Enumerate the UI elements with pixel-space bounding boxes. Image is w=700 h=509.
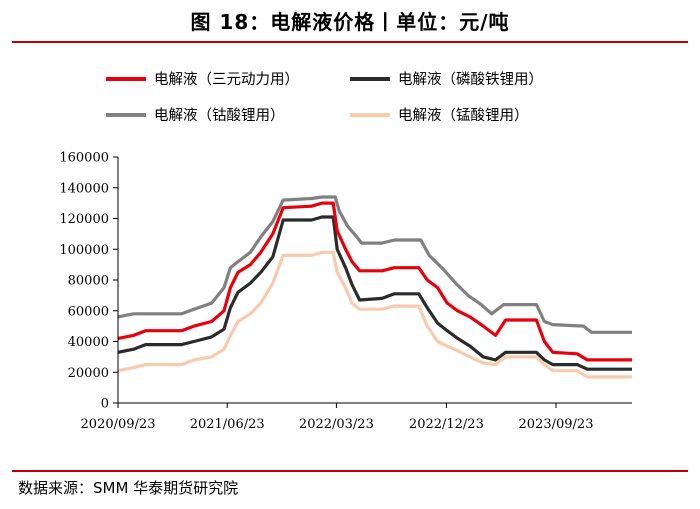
- chart-legend: 电解液（三元动力用） 电解液（磷酸铁锂用） 电解液（钴酸锂用） 电解液（锰酸锂用…: [0, 60, 700, 130]
- x-tick-label: 2020/09/23: [81, 417, 156, 432]
- title-divider: [12, 41, 688, 43]
- y-tick-label: 100000: [59, 243, 109, 258]
- y-tick-label: 160000: [59, 151, 109, 166]
- series-line-lmo: [117, 250, 632, 379]
- y-tick-label: 60000: [68, 304, 109, 319]
- legend-swatch-ternary: [106, 76, 146, 81]
- y-tick-label: 0: [101, 397, 109, 412]
- x-axis-ticks: 2020/09/23 2021/06/23 2022/03/23 2022/12/23…: [81, 403, 594, 432]
- legend-item-lmo: 电解液（锰酸锂用）: [350, 104, 529, 125]
- y-axis-ticks: 0 20000 40000 60000 80000 100000 120000 140000 1…: [59, 151, 118, 412]
- legend-swatch-lmo: [350, 112, 390, 117]
- y-tick-label: 140000: [59, 181, 109, 196]
- legend-item-lco: 电解液（钴酸锂用）: [106, 104, 285, 125]
- series-line-lfp: [117, 215, 632, 371]
- legend-item-lfp: 电解液（磷酸铁锂用）: [350, 68, 543, 89]
- x-tick-label: 2023/09/23: [519, 417, 594, 432]
- legend-label-lmo: 电解液（锰酸锂用）: [398, 108, 529, 124]
- legend-swatch-lfp: [350, 76, 390, 81]
- x-tick-label: 2021/06/23: [190, 417, 265, 432]
- legend-label-lco: 电解液（钴酸锂用）: [154, 108, 285, 124]
- footer-divider: [12, 470, 688, 472]
- x-tick-label: 2022/12/23: [409, 417, 484, 432]
- legend-label-ternary: 电解液（三元动力用）: [154, 72, 299, 88]
- data-source: 数据来源：SMM 华泰期货研究院: [18, 479, 239, 497]
- legend-item-ternary: 电解液（三元动力用）: [106, 68, 299, 89]
- legend-label-lfp: 电解液（磷酸铁锂用）: [398, 72, 543, 88]
- y-tick-label: 80000: [68, 274, 109, 289]
- series-line-lco: [117, 195, 632, 334]
- y-tick-label: 120000: [59, 212, 109, 227]
- chart-title: 图 18：电解液价格丨单位：元/吨: [190, 10, 510, 34]
- x-tick-label: 2022/03/23: [299, 417, 374, 432]
- y-tick-label: 40000: [68, 335, 109, 350]
- legend-swatch-lco: [106, 112, 146, 117]
- line-chart: 0 20000 40000 60000 80000 100000 120000 140000 1…: [59, 151, 632, 432]
- series-line-ternary: [117, 201, 632, 362]
- y-tick-label: 20000: [68, 366, 109, 381]
- series-lines: [117, 195, 632, 379]
